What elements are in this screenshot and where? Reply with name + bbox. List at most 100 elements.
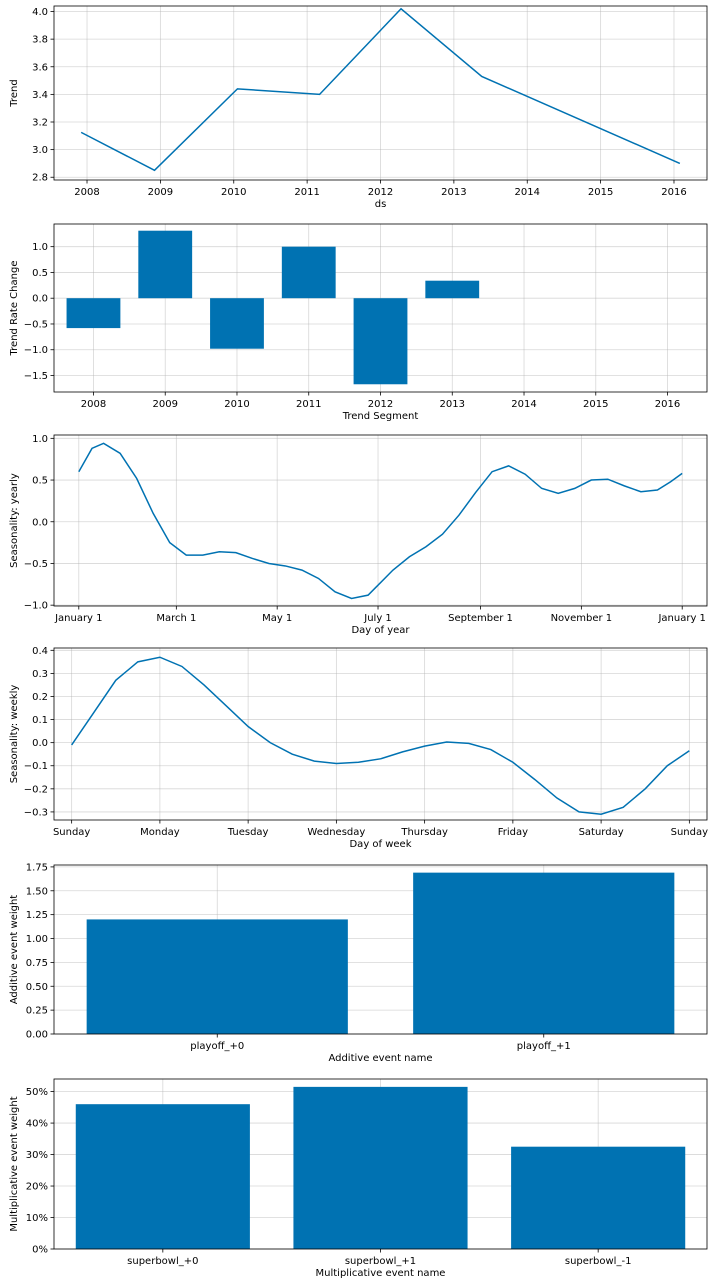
bar: [210, 298, 264, 349]
x-tick-label: 2011: [296, 399, 321, 410]
y-tick-label: 0.0: [32, 738, 48, 749]
x-tick-label: January 1: [54, 613, 102, 624]
chart-3: January 1 March 1 May 1 July 1 September 1 No…: [9, 434, 708, 636]
y-axis-label: Trend: [9, 79, 20, 107]
chart-4: Sunday Monday Tuesday Wednesday Thursday Frid…: [9, 646, 708, 850]
bar: [138, 230, 193, 299]
x-tick-label: July 1: [363, 613, 392, 624]
x-tick-label: 2016: [655, 399, 680, 410]
y-axis-label: Seasonality: yearly: [9, 473, 20, 568]
x-tick-label: Tuesday: [227, 827, 269, 838]
x-tick-label: playoff_+0: [190, 1041, 244, 1052]
x-tick-label: November 1: [551, 613, 613, 624]
y-tick-label: 1.50: [26, 886, 48, 897]
plot-frame: [53, 864, 708, 1035]
plot-frame: [53, 434, 708, 607]
chart-2: 2008 2009 2010 2011 2012 2013 2014 2015 2016 −1.5…: [9, 223, 708, 422]
x-tick-label: 2010: [221, 187, 246, 198]
y-tick-label: 0.50: [26, 982, 48, 993]
series-line: [71, 656, 690, 815]
x-tick-label: September 1: [448, 613, 513, 624]
x-tick-label: superbowl_+1: [345, 1256, 416, 1267]
y-tick-label: 40%: [26, 1119, 48, 1130]
y-tick-label: 3.8: [32, 35, 48, 46]
y-tick-label: 10%: [26, 1213, 48, 1224]
y-tick-label: 3.4: [32, 90, 48, 101]
bar: [425, 280, 480, 299]
bar: [75, 1104, 250, 1249]
plot-frame: [53, 647, 708, 821]
x-tick-label: 2016: [661, 187, 686, 198]
x-tick-label: 2008: [81, 399, 106, 410]
y-tick-label: 3.6: [32, 62, 48, 73]
x-axis-label: Multiplicative event name: [316, 1268, 446, 1279]
x-tick-label: March 1: [156, 613, 196, 624]
x-tick-label: 2013: [440, 399, 465, 410]
y-tick-label: 50%: [26, 1087, 48, 1098]
y-tick-label: 1.0: [32, 242, 48, 253]
y-tick-label: −1.0: [24, 601, 48, 612]
y-tick-label: 1.75: [26, 862, 48, 873]
x-tick-label: Wednesday: [307, 827, 365, 838]
x-axis-label: Trend Segment: [342, 411, 419, 422]
y-tick-label: −1.0: [24, 345, 48, 356]
y-tick-label: 1.00: [26, 934, 48, 945]
x-tick-label: Saturday: [579, 827, 624, 838]
y-tick-label: 0%: [32, 1245, 48, 1256]
x-tick-label: 2010: [224, 399, 249, 410]
y-tick-label: 1.25: [26, 910, 48, 921]
y-tick-label: −1.5: [24, 371, 48, 382]
y-tick-label: −0.2: [24, 784, 48, 795]
x-tick-label: 2015: [583, 399, 608, 410]
x-tick-label: playoff_+1: [517, 1041, 571, 1052]
x-axis-label: Day of year: [351, 625, 410, 636]
y-tick-label: 0.0: [32, 294, 48, 305]
x-tick-label: 2014: [511, 399, 536, 410]
y-tick-label: 0.00: [26, 1030, 48, 1041]
bar: [511, 1146, 686, 1249]
x-tick-label: May 1: [262, 613, 292, 624]
x-axis-label: Day of week: [349, 839, 411, 850]
x-tick-label: 2014: [515, 187, 540, 198]
y-tick-label: −0.1: [24, 761, 48, 772]
y-tick-label: 1.0: [32, 434, 48, 445]
x-tick-label: superbowl_-1: [565, 1256, 632, 1267]
x-tick-label: Sunday: [671, 827, 708, 838]
bar: [66, 298, 121, 329]
x-tick-label: 2013: [441, 187, 466, 198]
y-tick-label: 0.75: [26, 958, 48, 969]
bar: [281, 246, 336, 299]
y-tick-label: 3.0: [32, 145, 48, 156]
x-tick-label: 2012: [368, 187, 393, 198]
y-axis-label: Additive event weight: [9, 895, 20, 1005]
x-tick-label: Sunday: [53, 827, 90, 838]
y-tick-label: 4.0: [32, 7, 48, 18]
y-tick-label: 0.3: [32, 669, 48, 680]
series-line: [80, 7, 681, 172]
chart-6: superbowl_+0 superbowl_+1 superbowl_-1 0% 10…: [9, 1078, 708, 1279]
x-tick-label: 2008: [74, 187, 99, 198]
x-tick-label: superbowl_+0: [127, 1256, 198, 1267]
x-tick-label: 2009: [148, 187, 173, 198]
x-tick-label: 2009: [152, 399, 177, 410]
y-tick-label: −0.5: [24, 559, 48, 570]
x-tick-label: 2012: [368, 399, 393, 410]
x-axis-label: ds: [375, 199, 387, 210]
y-tick-label: 20%: [26, 1182, 48, 1193]
y-axis-label: Trend Rate Change: [9, 261, 20, 357]
y-tick-label: 0.5: [32, 268, 48, 279]
y-tick-label: 0.1: [32, 715, 48, 726]
bar: [293, 1086, 468, 1249]
x-tick-label: January 1: [657, 613, 705, 624]
x-tick-label: Thursday: [400, 827, 448, 838]
y-axis-label: Seasonality: weekly: [9, 685, 20, 784]
bar: [86, 919, 348, 1034]
y-tick-label: −0.5: [24, 319, 48, 330]
x-tick-label: 2015: [588, 187, 613, 198]
y-axis-label: Multiplicative event weight: [9, 1096, 20, 1231]
x-tick-label: 2011: [294, 187, 319, 198]
y-tick-label: −0.3: [24, 807, 48, 818]
y-tick-label: 0.25: [26, 1006, 48, 1017]
y-tick-label: 2.8: [32, 173, 48, 184]
